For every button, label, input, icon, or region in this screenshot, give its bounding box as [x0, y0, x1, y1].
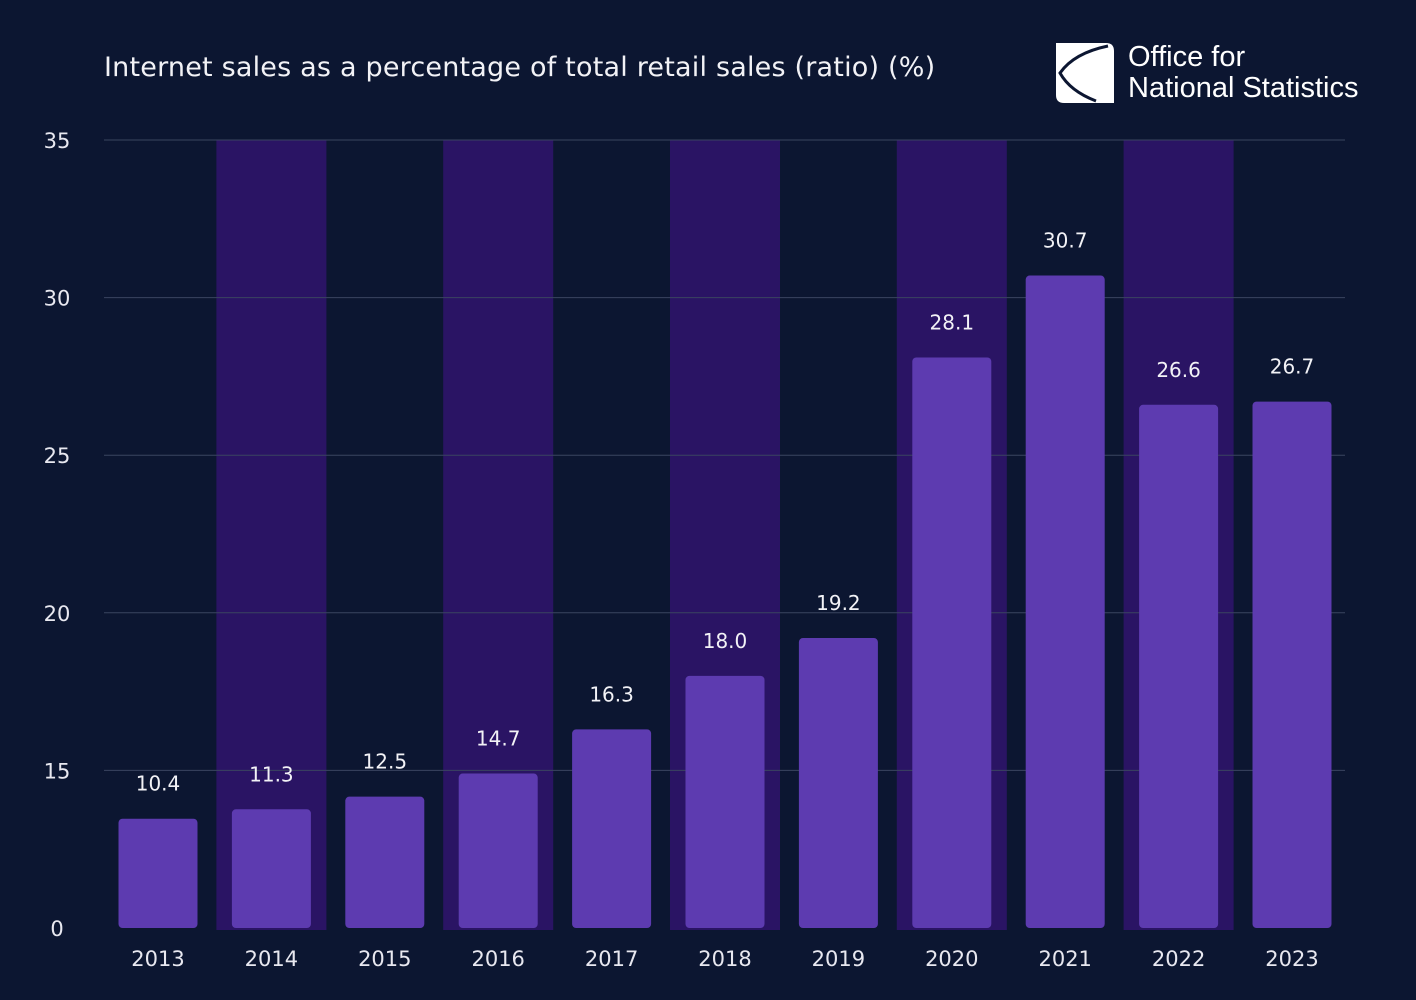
bar-2021	[1025, 275, 1105, 928]
data-label: 18.0	[703, 629, 748, 653]
x-tick-label: 2013	[131, 947, 184, 971]
bar-2017	[572, 729, 652, 928]
x-tick-label: 2016	[471, 947, 524, 971]
bar-2023	[1252, 401, 1332, 929]
x-tick-label: 2017	[585, 947, 638, 971]
y-tick-label: 20	[44, 602, 71, 626]
data-label: 10.4	[136, 772, 181, 796]
bar-2015	[345, 796, 425, 928]
data-label: 16.3	[589, 682, 634, 706]
bar-2016	[458, 773, 538, 928]
y-tick-label: 0	[50, 917, 63, 941]
ons-logo-icon	[1056, 43, 1114, 103]
background-band	[216, 140, 327, 930]
bar-2013	[118, 818, 198, 928]
bar-2018	[685, 675, 765, 928]
x-tick-label: 2015	[358, 947, 411, 971]
data-label: 30.7	[1043, 229, 1088, 253]
y-tick-label: 25	[44, 444, 71, 468]
logo-line1: Office for	[1128, 41, 1246, 73]
bar-2014	[231, 809, 311, 928]
data-label: 26.7	[1270, 355, 1315, 379]
x-tick-label: 2018	[698, 947, 751, 971]
y-tick-label: 35	[44, 129, 71, 153]
x-tick-label: 2022	[1152, 947, 1205, 971]
y-tick-label: 15	[44, 759, 71, 783]
bar-2022	[1139, 404, 1219, 928]
bar-2020	[912, 357, 992, 928]
logo-line2: National Statistics	[1128, 72, 1359, 104]
data-label: 26.6	[1156, 358, 1201, 382]
bar-2019	[798, 638, 878, 928]
data-label: 28.1	[930, 310, 975, 334]
data-label: 19.2	[816, 591, 861, 615]
y-tick-label: 30	[44, 287, 71, 311]
x-tick-label: 2023	[1265, 947, 1318, 971]
x-tick-label: 2021	[1038, 947, 1091, 971]
x-tick-label: 2020	[925, 947, 978, 971]
chart-title: Internet sales as a percentage of total …	[104, 52, 936, 83]
ons-logo: Office for National Statistics	[1056, 42, 1359, 104]
x-tick-label: 2014	[245, 947, 298, 971]
data-label: 11.3	[249, 762, 294, 786]
x-tick-label: 2019	[812, 947, 865, 971]
data-label: 14.7	[476, 727, 521, 751]
data-label: 12.5	[363, 750, 408, 774]
